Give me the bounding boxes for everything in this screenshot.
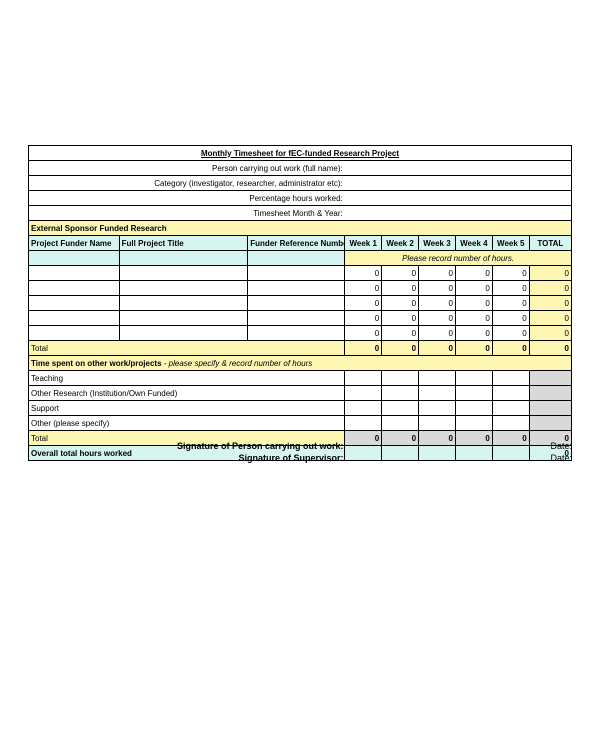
hdr-person: Person carrying out work (full name):	[29, 161, 345, 176]
col-w1: Week 1	[345, 236, 382, 251]
section-external: External Sponsor Funded Research	[29, 221, 572, 236]
cell-w4[interactable]: 0	[455, 266, 492, 281]
col-title: Full Project Title	[119, 236, 248, 251]
section-other-note: - please specify & record number of hour…	[162, 359, 313, 368]
table-row: 0 0 0 0 0 0	[29, 326, 572, 341]
col-total: TOTAL	[529, 236, 571, 251]
hdr-person-value[interactable]	[345, 161, 572, 176]
table-row: 0 0 0 0 0 0	[29, 311, 572, 326]
cell-title[interactable]	[119, 266, 248, 281]
cell-funder[interactable]	[29, 266, 120, 281]
other-row: Other (please specify)	[29, 416, 572, 431]
hours-note: Please record number of hours.	[345, 251, 572, 266]
sig-person-label: Signature of Person carrying out work:	[28, 441, 350, 451]
cell-ref[interactable]	[248, 266, 345, 281]
col-ref: Funder Reference Number	[248, 236, 345, 251]
blank	[248, 251, 345, 266]
blank	[29, 251, 120, 266]
cell-w3[interactable]: 0	[419, 266, 456, 281]
hdr-percent-value[interactable]	[345, 191, 572, 206]
sheet-title: Monthly Timesheet for fEC-funded Researc…	[29, 146, 572, 161]
sig-date-label: Date:	[490, 441, 572, 451]
timesheet-table: Monthly Timesheet for fEC-funded Researc…	[28, 145, 572, 461]
other-label: Other Research (Institution/Own Funded)	[29, 386, 345, 401]
hdr-category: Category (investigator, researcher, admi…	[29, 176, 345, 191]
table-row: 0 0 0 0 0 0	[29, 281, 572, 296]
ext-total-label: Total	[29, 341, 345, 356]
blank	[119, 251, 248, 266]
col-funder: Project Funder Name	[29, 236, 120, 251]
hdr-percent: Percentage hours worked:	[29, 191, 345, 206]
section-other: Time spent on other work/projects - plea…	[29, 356, 572, 371]
hdr-category-value[interactable]	[345, 176, 572, 191]
table-row: 0 0 0 0 0 0	[29, 296, 572, 311]
hdr-month: Timesheet Month & Year:	[29, 206, 345, 221]
other-label: Teaching	[29, 371, 345, 386]
col-w2: Week 2	[382, 236, 419, 251]
col-w3: Week 3	[419, 236, 456, 251]
cell-total: 0	[529, 266, 571, 281]
table-row: 0 0 0 0 0 0	[29, 266, 572, 281]
other-label: Other (please specify)	[29, 416, 345, 431]
col-w5: Week 5	[492, 236, 529, 251]
timesheet: Monthly Timesheet for fEC-funded Researc…	[28, 145, 572, 461]
other-row: Other Research (Institution/Own Funded)	[29, 386, 572, 401]
other-row: Support	[29, 401, 572, 416]
sig-date-label: Date:	[490, 453, 572, 463]
cell-w1[interactable]: 0	[345, 266, 382, 281]
section-other-title: Time spent on other work/projects	[31, 359, 162, 368]
cell-w5[interactable]: 0	[492, 266, 529, 281]
col-w4: Week 4	[455, 236, 492, 251]
cell-w2[interactable]: 0	[382, 266, 419, 281]
sig-supervisor-label: Signature of Supervisor:	[28, 453, 350, 463]
signatures: Signature of Person carrying out work: D…	[28, 440, 572, 464]
ext-total-w1: 0	[345, 341, 382, 356]
other-row: Teaching	[29, 371, 572, 386]
hdr-month-value[interactable]	[345, 206, 572, 221]
other-label: Support	[29, 401, 345, 416]
